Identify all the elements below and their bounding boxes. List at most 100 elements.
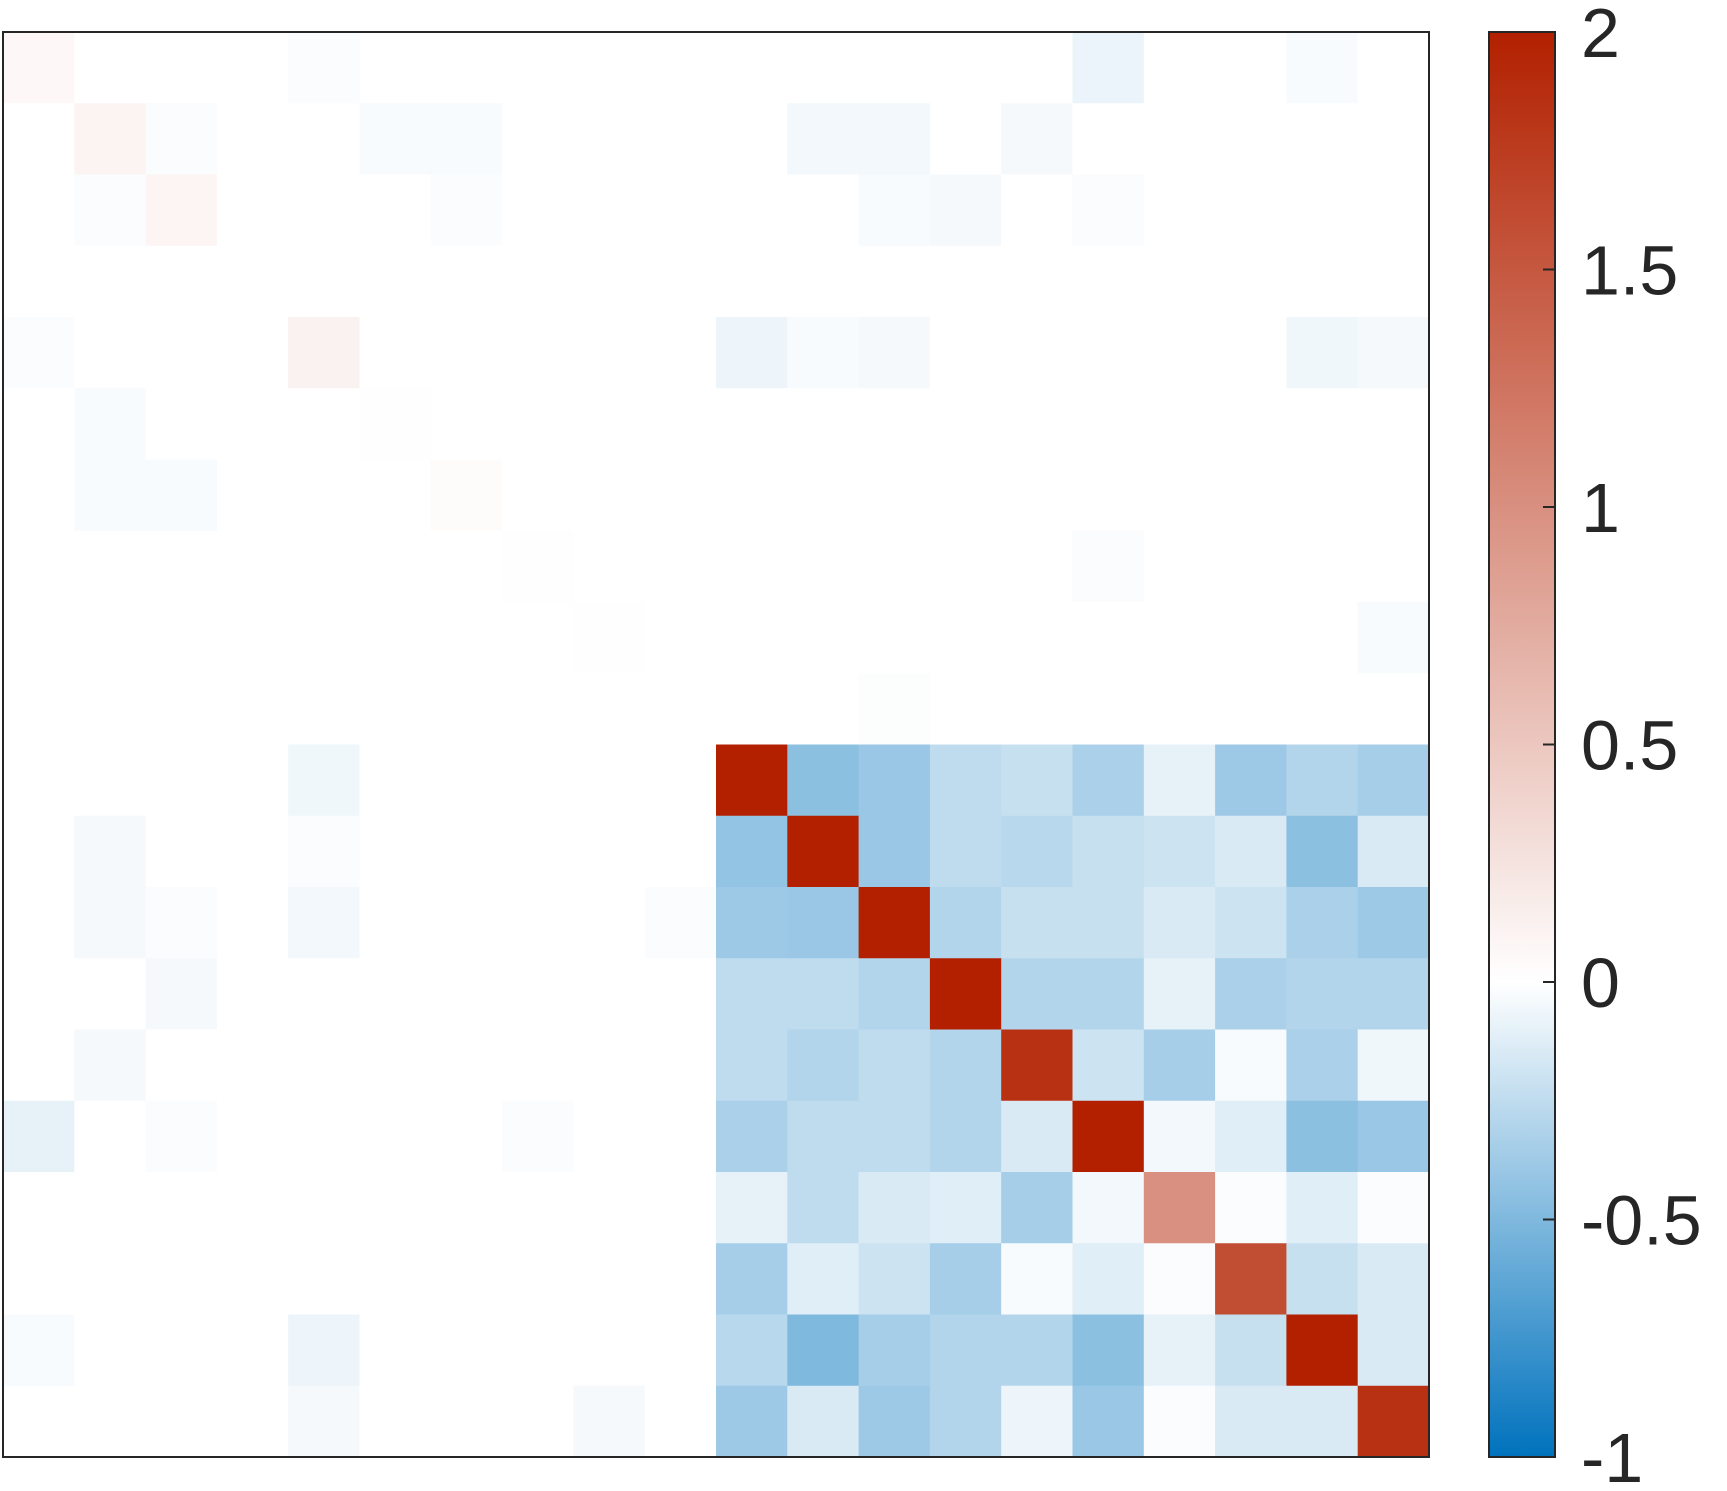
colorbar-tick-label: 1	[1581, 469, 1620, 547]
heatmap-cell-r6-c1	[74, 459, 147, 532]
heatmap-cell-r0-c2	[145, 32, 218, 104]
heatmap-cell-r1-c12	[858, 103, 931, 176]
heatmap-cells	[3, 32, 1430, 1458]
heatmap-cell-r8-c15	[1072, 602, 1145, 674]
heatmap-cell-r15-c15	[1072, 1100, 1145, 1173]
heatmap-cell-r1-c11	[787, 103, 860, 176]
heatmap-cell-r15-c19	[1357, 1100, 1430, 1173]
heatmap-cell-r19-c4	[288, 1385, 361, 1458]
colorbar-tick-label: -1	[1581, 1419, 1643, 1491]
heatmap-cell-r5-c7	[502, 388, 574, 461]
heatmap-cell-r3-c0	[3, 245, 75, 318]
heatmap-cell-r4-c15	[1072, 317, 1145, 389]
heatmap-cell-r10-c5	[359, 744, 432, 817]
heatmap-cell-r3-c17	[1215, 245, 1287, 318]
heatmap-cell-r13-c6	[430, 958, 503, 1031]
heatmap-cell-r10-c2	[145, 744, 218, 817]
heatmap-cell-r19-c16	[1143, 1385, 1216, 1458]
heatmap-cell-r5-c0	[3, 388, 75, 461]
heatmap-cell-r11-c9	[644, 815, 717, 888]
heatmap-cell-r2-c0	[3, 174, 75, 247]
heatmap-cell-r6-c18	[1286, 459, 1359, 532]
heatmap-cell-r11-c18	[1286, 815, 1359, 888]
heatmap-cell-r19-c3	[216, 1385, 289, 1458]
heatmap-cell-r7-c19	[1357, 530, 1430, 603]
heatmap-cell-r15-c0	[3, 1100, 75, 1173]
heatmap-cell-r10-c1	[74, 744, 147, 817]
heatmap-cell-r3-c6	[430, 245, 503, 318]
heatmap-cell-r11-c3	[216, 815, 289, 888]
heatmap-cell-r14-c12	[858, 1029, 931, 1102]
heatmap-cell-r16-c0	[3, 1172, 75, 1244]
heatmap-cell-r19-c12	[858, 1385, 931, 1458]
heatmap-cell-r12-c3	[216, 887, 289, 959]
heatmap-cell-r14-c8	[573, 1029, 646, 1102]
heatmap-cell-r15-c4	[288, 1100, 361, 1173]
heatmap-cell-r5-c18	[1286, 388, 1359, 461]
heatmap-cell-r19-c6	[430, 1385, 503, 1458]
heatmap-cell-r11-c4	[288, 815, 361, 888]
heatmap-cell-r18-c5	[359, 1314, 432, 1387]
heatmap-cell-r5-c9	[644, 388, 717, 461]
heatmap-cell-r5-c6	[430, 388, 503, 461]
heatmap-cell-r11-c5	[359, 815, 432, 888]
heatmap-cell-r17-c11	[787, 1243, 860, 1316]
heatmap-cell-r3-c4	[288, 245, 361, 318]
heatmap-cell-r5-c4	[288, 388, 361, 461]
heatmap-cell-r14-c18	[1286, 1029, 1359, 1102]
heatmap-cell-r16-c18	[1286, 1172, 1359, 1244]
heatmap-cell-r17-c3	[216, 1243, 289, 1316]
heatmap-cell-r8-c5	[359, 602, 432, 674]
heatmap-cell-r0-c7	[502, 32, 574, 104]
colorbar-tick-label: 0.5	[1581, 707, 1678, 785]
heatmap-cell-r12-c19	[1357, 887, 1430, 959]
heatmap-cell-r19-c5	[359, 1385, 432, 1458]
heatmap-cell-r0-c5	[359, 32, 432, 104]
heatmap-cell-r9-c6	[430, 673, 503, 746]
heatmap-cell-r18-c9	[644, 1314, 717, 1387]
heatmap-cell-r13-c3	[216, 958, 289, 1031]
heatmap-cell-r9-c10	[716, 673, 788, 746]
heatmap-cell-r12-c12	[858, 887, 931, 959]
heatmap-cell-r13-c13	[929, 958, 1002, 1031]
heatmap-cell-r6-c4	[288, 459, 361, 532]
heatmap-cell-r15-c14	[1001, 1100, 1074, 1173]
heatmap-cell-r4-c9	[644, 317, 717, 389]
heatmap-cell-r3-c10	[716, 245, 788, 318]
heatmap-cell-r8-c14	[1001, 602, 1074, 674]
heatmap-cell-r16-c17	[1215, 1172, 1287, 1244]
heatmap-cell-r17-c6	[430, 1243, 503, 1316]
heatmap-cell-r13-c11	[787, 958, 860, 1031]
heatmap-cell-r16-c4	[288, 1172, 361, 1244]
heatmap-cell-r8-c4	[288, 602, 361, 674]
heatmap-cell-r6-c6	[430, 459, 503, 532]
heatmap-cell-r17-c19	[1357, 1243, 1430, 1316]
heatmap-cell-r3-c9	[644, 245, 717, 318]
heatmap-cell-r1-c14	[1001, 103, 1074, 176]
heatmap-cell-r3-c7	[502, 245, 574, 318]
heatmap-cell-r18-c2	[145, 1314, 218, 1387]
heatmap-cell-r15-c18	[1286, 1100, 1359, 1173]
heatmap-cell-r15-c9	[644, 1100, 717, 1173]
heatmap-cell-r13-c19	[1357, 958, 1430, 1031]
heatmap-cell-r10-c19	[1357, 744, 1430, 817]
heatmap-cell-r6-c8	[573, 459, 646, 532]
heatmap-cell-r3-c11	[787, 245, 860, 318]
heatmap-cell-r12-c6	[430, 887, 503, 959]
heatmap-cell-r8-c8	[573, 602, 646, 674]
heatmap-cell-r2-c12	[858, 174, 931, 247]
heatmap-cell-r9-c2	[145, 673, 218, 746]
heatmap-cell-r7-c16	[1143, 530, 1216, 603]
heatmap-cell-r0-c11	[787, 32, 860, 104]
heatmap-cell-r18-c1	[74, 1314, 147, 1387]
heatmap-cell-r4-c3	[216, 317, 289, 389]
heatmap-cell-r17-c15	[1072, 1243, 1145, 1316]
heatmap-cell-r7-c12	[858, 530, 931, 603]
heatmap-cell-r5-c11	[787, 388, 860, 461]
heatmap-cell-r1-c2	[145, 103, 218, 176]
heatmap-cell-r15-c6	[430, 1100, 503, 1173]
heatmap-cell-r4-c18	[1286, 317, 1359, 389]
heatmap-cell-r14-c6	[430, 1029, 503, 1102]
heatmap-cell-r12-c11	[787, 887, 860, 959]
heatmap-cell-r7-c4	[288, 530, 361, 603]
